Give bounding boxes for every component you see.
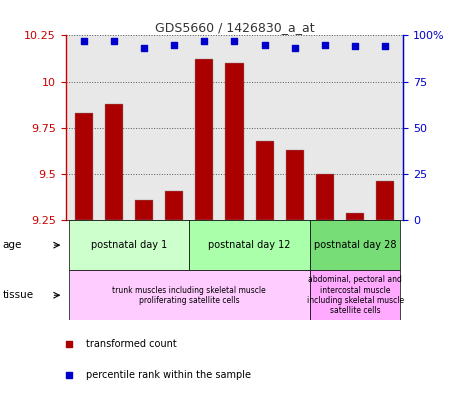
Point — [321, 41, 329, 48]
Bar — [310, 220, 401, 270]
Bar — [256, 141, 274, 220]
Bar — [75, 113, 93, 220]
Bar — [105, 104, 123, 220]
Text: transformed count: transformed count — [86, 340, 177, 349]
Point — [110, 38, 118, 44]
Point — [140, 45, 148, 51]
Text: postnatal day 1: postnatal day 1 — [91, 240, 167, 250]
Point — [231, 38, 238, 44]
Text: trunk muscles including skeletal muscle
proliferating satellite cells: trunk muscles including skeletal muscle … — [113, 286, 266, 305]
Point — [170, 41, 178, 48]
Bar — [286, 150, 304, 220]
Text: abdominal, pectoral and
intercostal muscle
including skeletal muscle
satellite c: abdominal, pectoral and intercostal musc… — [307, 275, 404, 315]
Point — [291, 45, 299, 51]
Bar — [189, 220, 310, 270]
Bar — [310, 270, 401, 320]
Bar — [195, 59, 213, 220]
Bar — [165, 191, 183, 220]
Point — [80, 38, 88, 44]
Text: age: age — [2, 240, 22, 250]
Bar — [376, 181, 394, 220]
Point — [261, 41, 268, 48]
Bar — [68, 220, 189, 270]
Title: GDS5660 / 1426830_a_at: GDS5660 / 1426830_a_at — [155, 21, 314, 34]
Bar — [316, 174, 334, 220]
Point — [351, 43, 359, 50]
Text: percentile rank within the sample: percentile rank within the sample — [86, 370, 251, 380]
Text: tissue: tissue — [2, 290, 33, 300]
Bar — [135, 200, 153, 220]
Bar — [226, 63, 243, 220]
Text: postnatal day 28: postnatal day 28 — [314, 240, 396, 250]
Point — [201, 38, 208, 44]
Text: postnatal day 12: postnatal day 12 — [208, 240, 291, 250]
Point — [381, 43, 389, 50]
Bar — [346, 213, 364, 220]
Bar — [68, 270, 310, 320]
Point — [261, 226, 269, 233]
